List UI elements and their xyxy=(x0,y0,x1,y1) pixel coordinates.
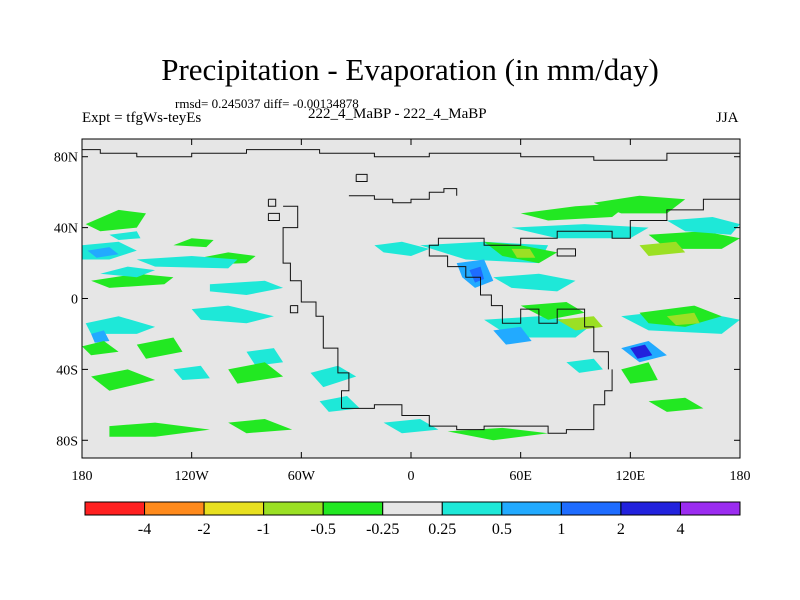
coastline-island-1 xyxy=(267,198,277,207)
colorbar-label: 0.5 xyxy=(492,521,512,538)
colorbar-label: 0.25 xyxy=(428,521,456,538)
contour-regions xyxy=(82,195,740,441)
contour-sh-green-2 xyxy=(136,337,183,359)
contour-sh-cyan-3 xyxy=(173,365,210,380)
contour-npac-cyan-4 xyxy=(100,266,156,278)
coastline-island-4 xyxy=(355,173,368,182)
contour-wpac-green-3 xyxy=(648,397,704,412)
colorbar-label: 2 xyxy=(617,521,625,538)
contour-sh-blue-1 xyxy=(91,330,110,343)
x-tick-label: 60E xyxy=(509,469,532,484)
contour-ind-blue-3 xyxy=(493,326,532,345)
coastlines xyxy=(82,149,740,434)
x-tick-label: 60W xyxy=(288,469,316,484)
colorbar-labels: -4 -2 -1 -0.5 -0.25 0.25 0.5 1 2 4 xyxy=(138,521,685,538)
colorbar-box xyxy=(501,501,562,516)
plot-background xyxy=(82,139,740,458)
case-label: 222_4_MaBP - 222_4_MaBP xyxy=(308,106,487,122)
contour-npac-cyan-2 xyxy=(136,256,238,269)
colorbar-box xyxy=(203,501,265,516)
season-label: JJA xyxy=(716,110,739,126)
experiment-label: Expt = tfgWs-teyEs xyxy=(82,110,202,126)
y-tick-label: 80N xyxy=(54,151,78,166)
colorbar-label: -0.25 xyxy=(366,521,399,538)
contour-sh-green-6 xyxy=(228,419,293,434)
colorbar-label: 1 xyxy=(557,521,565,538)
contour-eur-green-4 xyxy=(639,241,686,256)
x-tick-label: 120W xyxy=(175,469,210,484)
contour-sh-green-5 xyxy=(109,422,210,437)
x-tick-label: 180 xyxy=(72,469,93,484)
contour-npac-cyan-3 xyxy=(209,280,284,295)
colorbar-label: -4 xyxy=(138,521,151,538)
contour-npac-cyan-5 xyxy=(109,231,141,240)
contour-sh-cyan-7 xyxy=(383,419,439,434)
contour-wpac-green-2 xyxy=(621,362,658,384)
contour-sh-green-1 xyxy=(82,341,119,356)
coastline-east-landmass-west xyxy=(348,188,458,204)
y-tick-label: 40N xyxy=(54,222,78,237)
contour-npac-band-4 xyxy=(173,238,214,248)
colorbar-box xyxy=(382,501,443,516)
colorbar-label: 4 xyxy=(676,521,684,538)
colorbar-box xyxy=(620,501,681,516)
coastline-south-land-boundary xyxy=(341,369,613,434)
contour-eur-green-2 xyxy=(593,195,686,214)
coastline-north-land-boundary xyxy=(82,149,740,161)
contour-sh-cyan-2 xyxy=(191,305,274,324)
y-tick-label: 80S xyxy=(56,434,78,449)
contour-eur-cyan-2 xyxy=(666,217,740,235)
colorbar-box xyxy=(144,501,205,516)
contour-sh-green-4 xyxy=(228,362,284,384)
y-tick-label: 0 xyxy=(71,293,78,308)
x-tick-label: 180 xyxy=(730,469,751,484)
contour-ind-cyan-2 xyxy=(493,273,576,292)
contour-sh-green-7 xyxy=(447,427,549,441)
contour-npac-band-2 xyxy=(91,273,174,288)
colorbar-box xyxy=(263,501,324,516)
x-tick-label: 0 xyxy=(408,469,415,484)
contour-npac-blue-1 xyxy=(87,247,119,258)
colorbar-box xyxy=(441,501,503,516)
colorbar-box xyxy=(322,501,384,516)
coastline-eurasia-coast xyxy=(428,198,740,370)
contour-eur-green-1 xyxy=(520,202,631,221)
y-axis-ticks: 80N 40N 0 40S 80S xyxy=(54,151,740,449)
contour-wpac-cyan-2 xyxy=(566,358,603,373)
coastline-island-3 xyxy=(289,305,299,314)
contour-atl-cyan-1 xyxy=(374,241,430,256)
contour-wpac-yellow-1 xyxy=(666,312,700,326)
colorbar-label: -1 xyxy=(257,521,270,538)
colorbar-box xyxy=(560,501,622,516)
chart-title: Precipitation - Evaporation (in mm/day) xyxy=(161,52,659,87)
x-tick-label: 120E xyxy=(616,469,646,484)
coastline-island-2 xyxy=(267,212,280,221)
contour-npac-band-1 xyxy=(85,209,146,232)
contour-sh-cyan-1 xyxy=(85,316,156,334)
contour-ind-green-3 xyxy=(520,302,585,320)
colorbar-box xyxy=(679,501,741,516)
colorbar-boxes xyxy=(84,501,741,516)
coastline-island-5 xyxy=(556,248,576,257)
contour-wpac-blue-2 xyxy=(630,344,653,359)
colorbar-label: -0.5 xyxy=(311,521,336,538)
x-axis-ticks: 180 120W 60W 0 60E 120E 180 xyxy=(72,139,751,484)
y-tick-label: 40S xyxy=(56,363,78,378)
stats-label: rmsd= 0.245037 diff= -0.00134878 xyxy=(175,96,359,111)
contour-sh-cyan-5 xyxy=(310,365,357,388)
contour-sh-green-3 xyxy=(91,369,156,391)
coastline-america-coast xyxy=(282,205,350,409)
contour-sh-cyan-4 xyxy=(246,348,284,366)
contour-ind-green-2 xyxy=(511,248,536,258)
colorbar-box xyxy=(84,501,146,516)
colorbar-label: -2 xyxy=(197,521,210,538)
